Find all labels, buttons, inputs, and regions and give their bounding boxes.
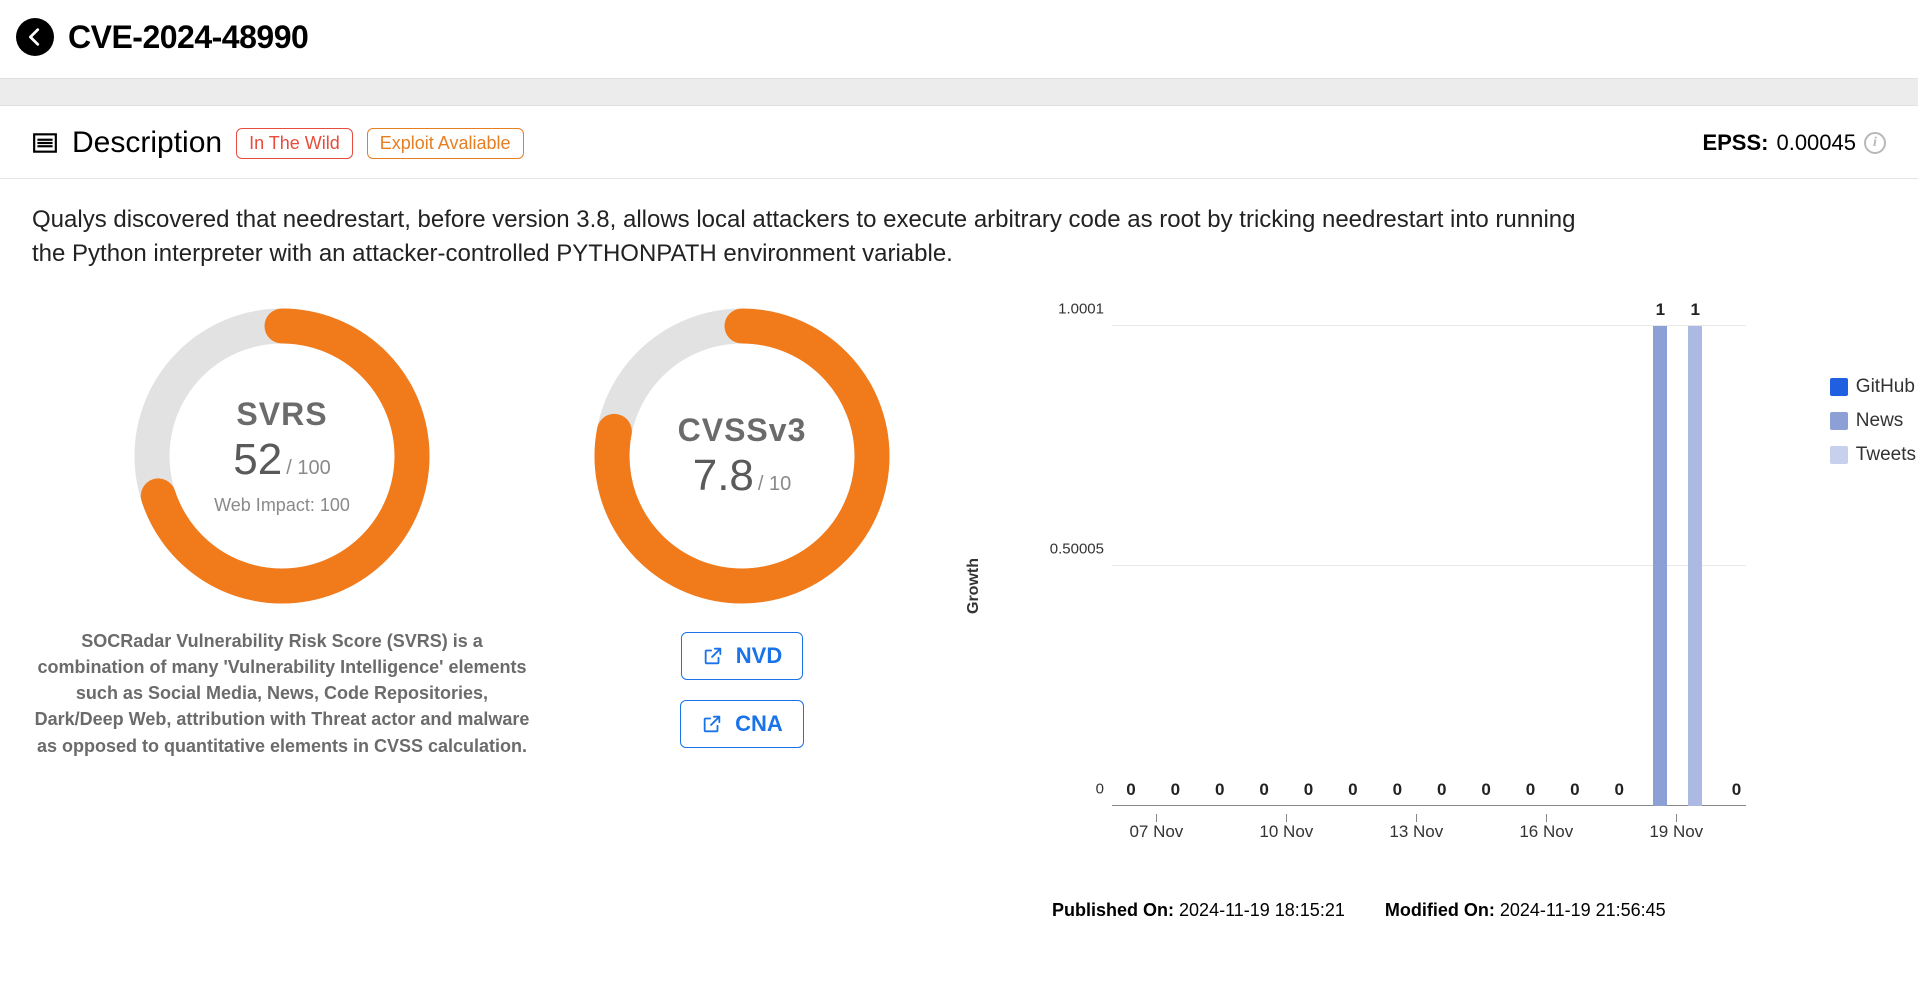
legend-swatch — [1830, 378, 1848, 396]
bar-label: 0 — [1614, 780, 1623, 800]
xtick: 13 Nov — [1389, 822, 1443, 842]
legend-item: GitHub — [1830, 376, 1916, 398]
ytick: 0.50005 — [1050, 541, 1104, 558]
bar-label: 0 — [1259, 780, 1268, 800]
published-value: 2024-11-19 18:15:21 — [1179, 900, 1345, 920]
bar-label: 0 — [1393, 780, 1402, 800]
chart-legend: GitHub News Tweets — [1830, 376, 1916, 466]
legend-label: GitHub — [1856, 376, 1915, 398]
growth-chart: Growth 00.500051.0001000000000000110 07 … — [1022, 306, 1886, 866]
bar-label: 0 — [1437, 780, 1446, 800]
list-icon — [32, 130, 58, 156]
svrs-subtext: Web Impact: 100 — [214, 495, 350, 516]
bar-label: 0 — [1304, 780, 1313, 800]
svrs-description: SOCRadar Vulnerability Risk Score (SVRS)… — [32, 628, 532, 758]
bar-label: 0 — [1171, 780, 1180, 800]
xtick: 07 Nov — [1129, 822, 1183, 842]
back-button[interactable] — [16, 18, 54, 56]
meta-row: Published On: 2024-11-19 18:15:21 Modifi… — [1052, 900, 1886, 921]
bar-label: 0 — [1732, 780, 1741, 800]
cvss-gauge: CVSSv3 7.8 / 10 — [592, 306, 892, 606]
legend-item: News — [1830, 410, 1916, 432]
chart-bar — [1688, 326, 1702, 806]
nvd-link[interactable]: NVD — [681, 632, 803, 680]
external-link-icon — [701, 713, 723, 735]
section-title: Description — [72, 126, 222, 160]
cvss-name: CVSSv3 — [678, 412, 807, 449]
tag-exploit-available: Exploit Avaliable — [367, 128, 524, 159]
divider-bar — [0, 78, 1918, 106]
cvss-value: 7.8 — [693, 451, 754, 501]
legend-swatch — [1830, 446, 1848, 464]
epss-value: 0.00045 — [1776, 130, 1856, 156]
bar-label: 0 — [1348, 780, 1357, 800]
bar-label: 0 — [1570, 780, 1579, 800]
legend-item: Tweets — [1830, 444, 1916, 466]
description-text: Qualys discovered that needrestart, befo… — [32, 203, 1612, 270]
cna-link[interactable]: CNA — [680, 700, 804, 748]
legend-label: News — [1856, 410, 1904, 432]
info-icon[interactable]: i — [1864, 132, 1886, 154]
xtick: 16 Nov — [1519, 822, 1573, 842]
bar-label: 1 — [1656, 300, 1665, 320]
svrs-max: / 100 — [286, 457, 330, 480]
bar-label: 0 — [1215, 780, 1224, 800]
xtick: 19 Nov — [1649, 822, 1703, 842]
legend-label: Tweets — [1856, 444, 1916, 466]
bar-label: 0 — [1481, 780, 1490, 800]
xtick: 10 Nov — [1259, 822, 1313, 842]
modified-label: Modified On: — [1385, 900, 1495, 920]
bar-label: 1 — [1691, 300, 1700, 320]
svrs-gauge: SVRS 52 / 100 Web Impact: 100 — [132, 306, 432, 606]
legend-swatch — [1830, 412, 1848, 430]
svrs-value: 52 — [233, 435, 282, 485]
tag-in-the-wild: In The Wild — [236, 128, 353, 159]
chart-ylabel: Growth — [965, 558, 983, 614]
ytick: 0 — [1096, 781, 1104, 798]
arrow-left-icon — [24, 26, 46, 48]
svrs-name: SVRS — [236, 396, 327, 433]
bar-label: 0 — [1526, 780, 1535, 800]
modified-value: 2024-11-19 21:56:45 — [1500, 900, 1666, 920]
ytick: 1.0001 — [1058, 301, 1104, 318]
cvss-max: / 10 — [758, 473, 791, 496]
epss-label: EPSS: — [1702, 130, 1768, 156]
bar-label: 0 — [1126, 780, 1135, 800]
published-label: Published On: — [1052, 900, 1174, 920]
cna-link-label: CNA — [735, 711, 783, 737]
chart-bar — [1653, 326, 1667, 806]
page-title: CVE-2024-48990 — [68, 19, 308, 56]
external-link-icon — [702, 645, 724, 667]
nvd-link-label: NVD — [736, 643, 782, 669]
